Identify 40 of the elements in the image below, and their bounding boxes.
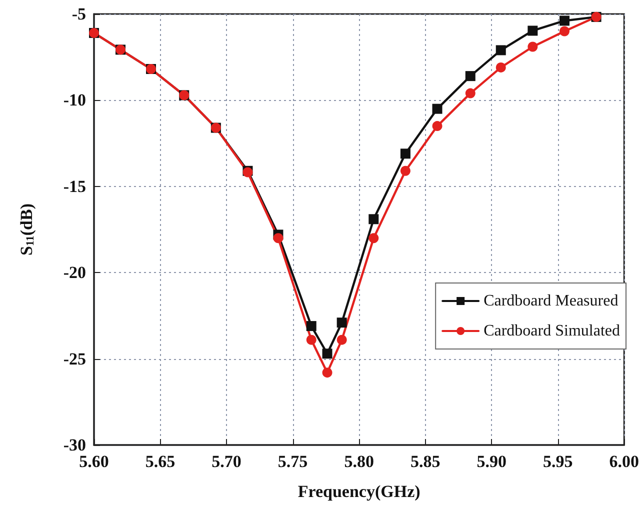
x-tick-label: 6.00 xyxy=(609,452,639,471)
legend-label: Cardboard Measured xyxy=(484,292,618,310)
y-tick-label: -30 xyxy=(63,436,86,454)
point xyxy=(273,233,284,244)
y-tick-label: -25 xyxy=(63,349,86,368)
x-tick-label: 5.80 xyxy=(344,452,374,471)
point xyxy=(336,318,347,328)
point xyxy=(432,104,442,114)
x-tick-label: 5.90 xyxy=(476,452,506,471)
x-tick-label: 5.65 xyxy=(145,452,176,471)
point xyxy=(528,42,538,52)
x-tick-label: 5.85 xyxy=(410,452,440,471)
point xyxy=(400,148,410,159)
x-tick-label: 5.60 xyxy=(79,452,109,471)
point xyxy=(336,334,347,345)
y-tick-label: -10 xyxy=(63,90,86,110)
y-tick-label: -20 xyxy=(63,263,86,282)
point xyxy=(306,334,316,345)
point xyxy=(306,321,316,332)
point xyxy=(496,62,506,72)
point xyxy=(559,26,570,36)
point xyxy=(432,121,442,132)
point xyxy=(322,368,332,378)
point xyxy=(465,88,476,98)
x-axis-title: Frequency(GHz) xyxy=(298,482,420,501)
y-axis-title: S11(dB) xyxy=(17,204,36,256)
point xyxy=(465,71,476,82)
x-tick-label: 5.75 xyxy=(278,452,308,471)
x-tick-label: 5.95 xyxy=(542,452,573,471)
y-tick-label: -5 xyxy=(72,4,86,24)
point xyxy=(322,348,332,359)
point xyxy=(528,26,538,36)
point xyxy=(496,45,506,56)
x-tick-label: 5.70 xyxy=(212,452,242,471)
point xyxy=(400,166,410,176)
legend-label: Cardboard Simulated xyxy=(484,322,620,340)
point xyxy=(368,214,379,224)
point xyxy=(559,16,570,26)
y-tick-label: -15 xyxy=(63,176,86,196)
point xyxy=(368,233,379,244)
